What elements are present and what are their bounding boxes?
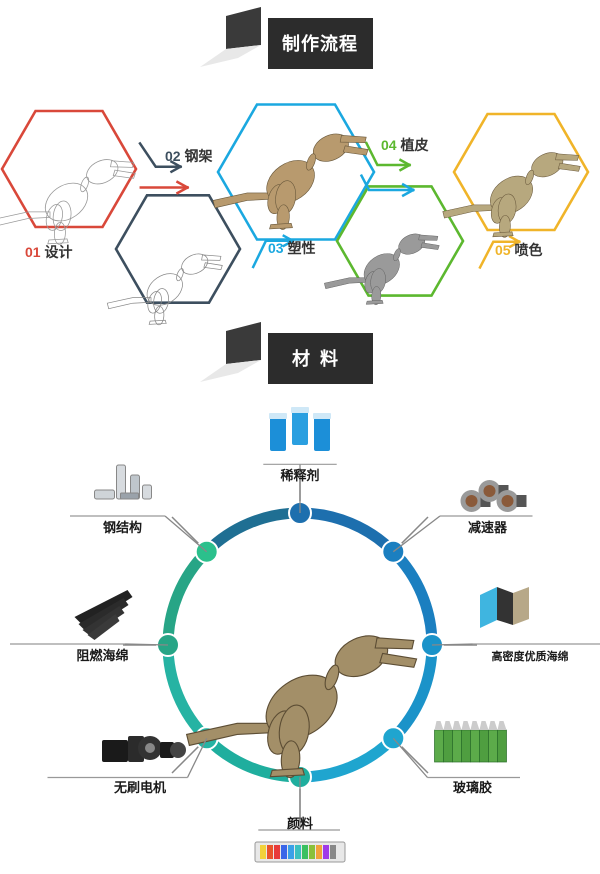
svg-text:01 设计: 01 设计 (25, 244, 72, 260)
svg-text:颜料: 颜料 (287, 816, 313, 831)
svg-text:稀释剂: 稀释剂 (280, 468, 319, 483)
svg-text:02 钢架: 02 钢架 (165, 148, 212, 164)
svg-text:玻璃胶: 玻璃胶 (453, 780, 492, 795)
svg-text:阻燃海绵: 阻燃海绵 (76, 648, 128, 663)
svg-text:钢结构: 钢结构 (103, 520, 142, 535)
svg-text:制作流程: 制作流程 (282, 33, 358, 54)
svg-text:04 植皮: 04 植皮 (381, 137, 428, 153)
svg-text:材料: 材料 (292, 348, 348, 369)
svg-text:03 塑性: 03 塑性 (268, 240, 315, 256)
svg-text:05 喷色: 05 喷色 (495, 242, 542, 258)
svg-text:高密度优质海绵: 高密度优质海绵 (492, 649, 569, 663)
svg-text:减速器: 减速器 (468, 520, 508, 535)
svg-text:无刷电机: 无刷电机 (113, 780, 166, 795)
